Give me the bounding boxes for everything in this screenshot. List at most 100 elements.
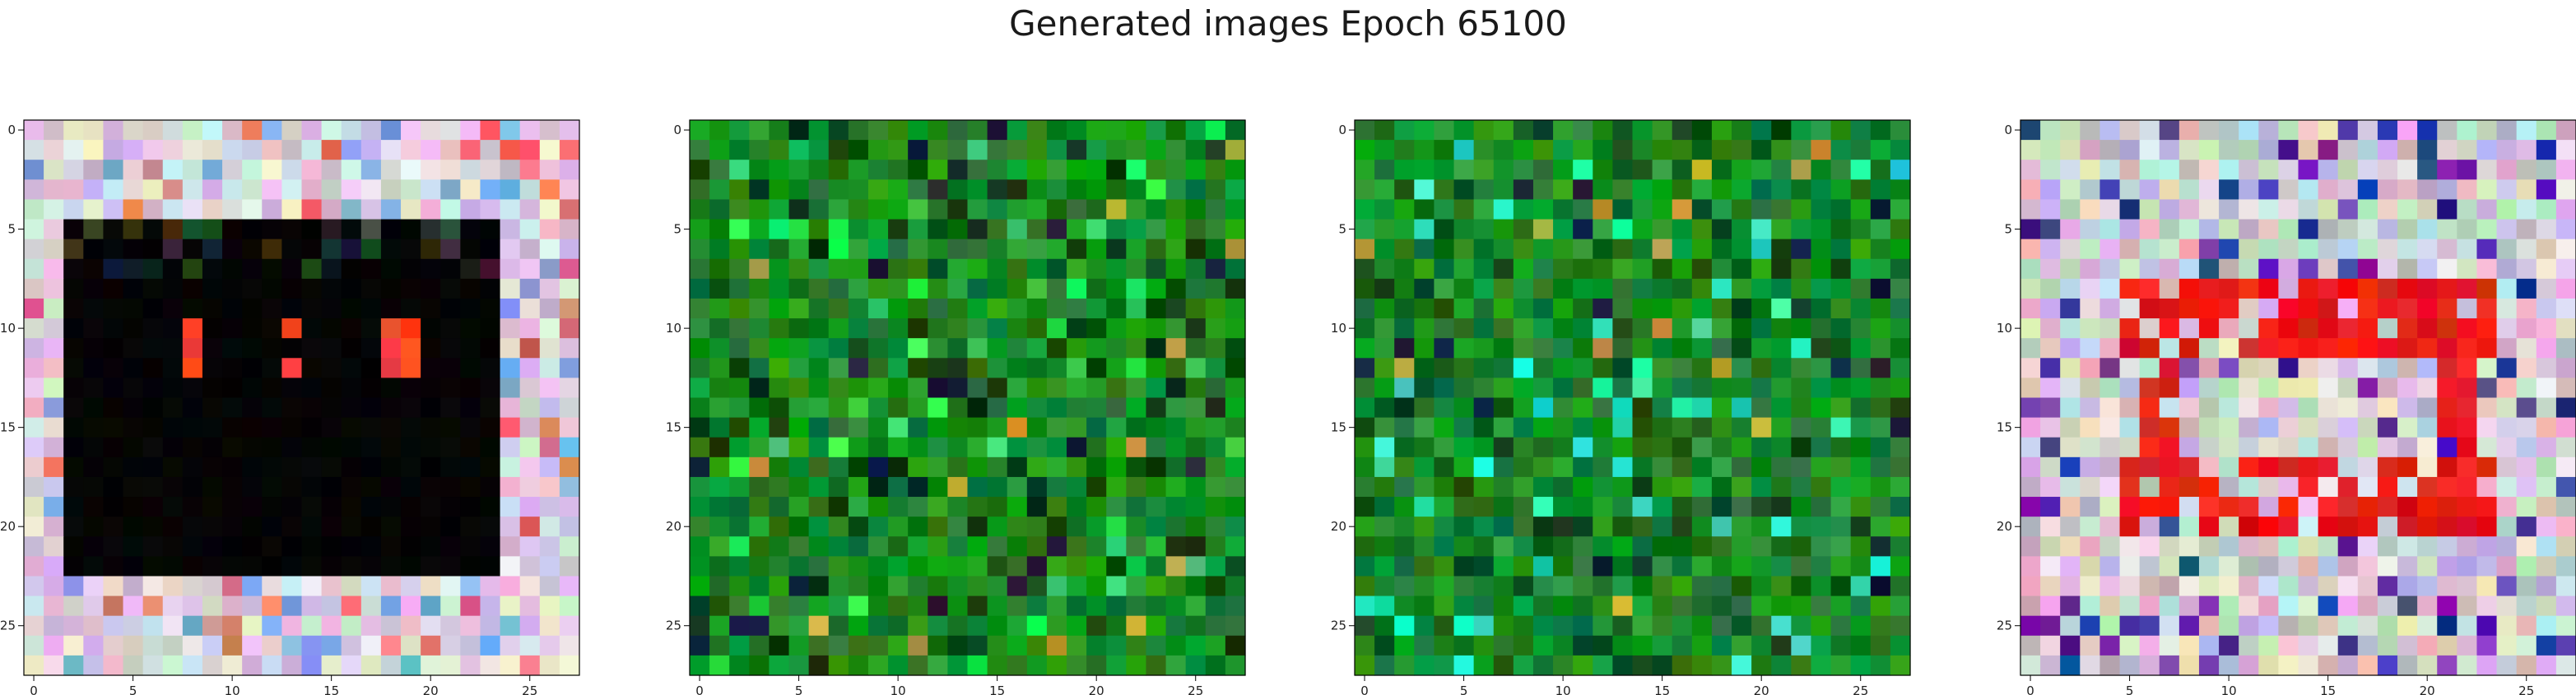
pixel-cell: [2239, 497, 2259, 517]
pixel-cell: [749, 279, 770, 299]
pixel-cell: [1047, 120, 1067, 141]
pixel-cell: [2020, 636, 2041, 656]
pixel-cell: [1653, 517, 1673, 537]
pixel-cell: [2258, 656, 2279, 676]
pixel-cell: [2258, 199, 2279, 220]
pixel-cell: [2497, 279, 2518, 299]
pixel-cell: [322, 656, 342, 676]
pixel-cell: [322, 517, 342, 537]
pixel-cell: [2179, 438, 2200, 458]
pixel-cell: [1553, 497, 1574, 517]
pixel-cell: [908, 220, 928, 240]
pixel-cell: [1454, 616, 1475, 637]
pixel-cell: [849, 338, 869, 359]
pixel-cell: [183, 338, 203, 359]
pixel-cell: [2099, 239, 2120, 260]
pixel-cell: [928, 179, 948, 200]
pixel-cell: [1027, 160, 1048, 180]
pixel-cell: [2179, 338, 2200, 359]
pixel-cell: [440, 338, 461, 359]
pixel-cell: [1106, 536, 1127, 557]
pixel-cell: [2099, 220, 2120, 240]
pixel-cell: [1126, 616, 1146, 637]
pixel-cell: [1573, 616, 1593, 637]
pixel-cell: [281, 497, 302, 517]
pixel-cell: [24, 199, 44, 220]
pixel-cell: [2239, 438, 2259, 458]
pixel-cell: [2378, 536, 2398, 557]
pixel-cell: [2239, 160, 2259, 180]
pixel-cell: [1434, 398, 1454, 419]
pixel-cell: [24, 120, 44, 141]
pixel-cell: [1355, 239, 1375, 260]
pixel-cell: [1374, 220, 1395, 240]
pixel-cell: [2140, 378, 2160, 398]
pixel-cell: [2080, 220, 2100, 240]
pixel-cell: [1086, 536, 1107, 557]
pixel-cell: [2299, 418, 2319, 438]
pixel-cell: [1672, 418, 1693, 438]
pixel-cell: [888, 378, 909, 398]
pixel-cell: [829, 160, 849, 180]
pixel-cell: [1225, 239, 1246, 260]
pixel-cell: [2417, 160, 2438, 180]
pixel-cell: [2556, 517, 2576, 537]
pixel-cell: [2556, 556, 2576, 577]
pixel-cell: [1007, 299, 1028, 319]
pixel-cell: [560, 438, 580, 458]
pixel-cell: [63, 457, 84, 478]
pixel-cell: [1166, 358, 1187, 378]
pixel-cell: [1474, 398, 1495, 419]
pixel-cell: [143, 398, 164, 419]
pixel-cell: [1186, 239, 1207, 260]
pixel-cell: [123, 140, 144, 160]
pixel-cell: [2099, 636, 2120, 656]
pixel-cell: [2199, 140, 2220, 160]
pixel-cell: [1791, 299, 1811, 319]
pixel-cell: [1791, 457, 1811, 478]
pixel-cell: [1871, 457, 1891, 478]
pixel-cell: [1186, 457, 1207, 478]
pixel-cell: [2536, 358, 2557, 378]
pixel-cell: [44, 220, 64, 240]
pixel-cell: [2040, 199, 2061, 220]
pixel-cell: [749, 199, 770, 220]
pixel-cell: [1771, 576, 1792, 596]
pixel-cell: [928, 438, 948, 458]
pixel-cell: [2120, 140, 2141, 160]
pixel-cell: [2199, 179, 2220, 200]
pixel-cell: [1067, 596, 1087, 617]
pixel-cell: [1186, 358, 1207, 378]
pixel-cell: [1494, 299, 1514, 319]
pixel-cell: [183, 656, 203, 676]
pixel-cell: [1692, 596, 1713, 617]
pixel-cell: [908, 576, 928, 596]
pixel-cell: [1712, 239, 1732, 260]
pixel-cell: [729, 338, 750, 359]
pixel-cell: [2258, 477, 2279, 498]
pixel-cell: [2219, 179, 2239, 200]
pixel-cell: [183, 596, 203, 617]
pixel-cell: [163, 299, 184, 319]
pixel-cell: [2397, 616, 2418, 637]
pixel-cell: [2060, 497, 2081, 517]
pixel-cell: [1890, 556, 1911, 577]
pixel-cell: [2219, 160, 2239, 180]
pixel-cell: [1732, 299, 1752, 319]
pixel-cell: [1454, 536, 1475, 557]
pixel-cell: [440, 477, 461, 498]
pixel-cell: [1533, 299, 1554, 319]
pixel-cell: [1672, 199, 1693, 220]
pixel-cell: [2556, 220, 2576, 240]
pixel-cell: [789, 418, 810, 438]
pixel-cell: [1612, 556, 1633, 577]
pixel-cell: [1086, 179, 1107, 200]
pixel-cell: [1047, 279, 1067, 299]
pixel-cell: [2258, 378, 2279, 398]
pixel-cell: [1514, 299, 1534, 319]
pixel-cell: [540, 497, 560, 517]
pixel-cell: [947, 398, 968, 419]
pixel-cell: [1474, 259, 1495, 280]
pixel-cell: [1414, 140, 1434, 160]
pixel-cell: [2318, 338, 2339, 359]
